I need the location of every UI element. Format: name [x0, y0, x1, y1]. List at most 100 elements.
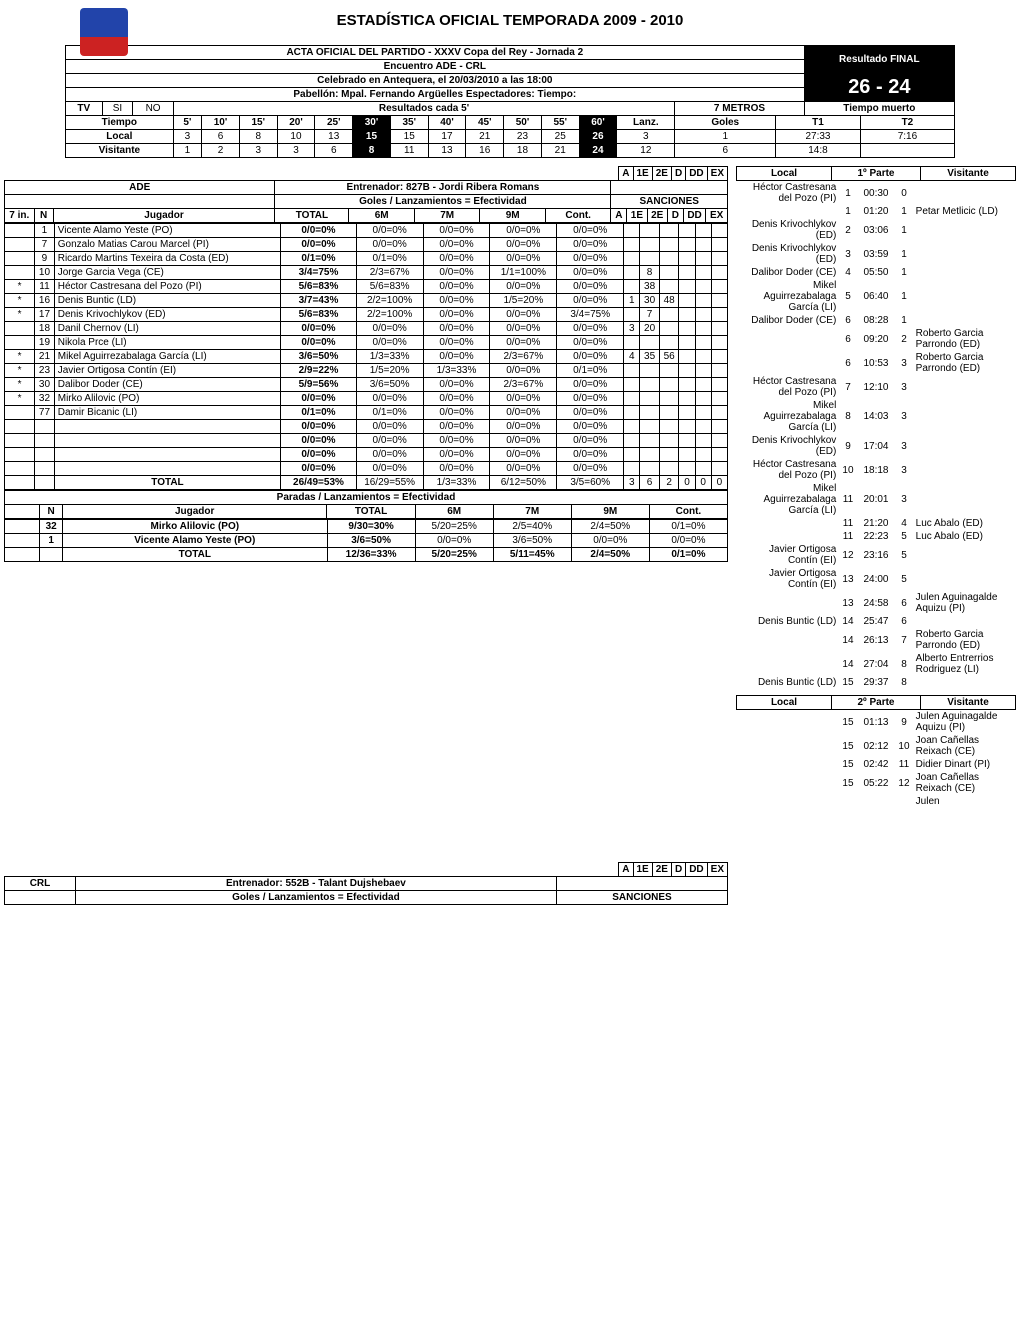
goal-log-1: Héctor Castresana del Pozo (PI)100:30010… — [736, 181, 1016, 689]
goal-row: Denis Krivochlykov (ED)303:591 — [736, 242, 1016, 266]
score-cell: 6 — [315, 144, 353, 158]
tiempo-muerto-label: Tiempo muerto — [804, 102, 954, 116]
table-row: 10Jorge Garcia Vega (CE)3/4=75%2/3=67%0/… — [5, 266, 728, 280]
local-row-label: Local — [66, 130, 174, 144]
time-col: 35' — [390, 116, 428, 130]
goal-row: Héctor Castresana del Pozo (PI)100:300 — [736, 181, 1016, 205]
ade-header: ADE Entrenador: 827B - Jordi Ribera Roma… — [4, 180, 728, 223]
score-cell: 16 — [466, 144, 504, 158]
table-row: 0/0=0%0/0=0%0/0=0%0/0=0%0/0=0% — [5, 420, 728, 434]
acta-line: ACTA OFICIAL DEL PARTIDO - XXXV Copa del… — [66, 46, 805, 60]
ade-paradas-header: Paradas / Lanzamientos = Efectividad N J… — [4, 490, 728, 519]
t2-label: T2 — [860, 116, 954, 130]
goal-row: Mikel Aguirrezabalaga García (LI)814:033 — [736, 399, 1016, 434]
time-col: 20' — [277, 116, 315, 130]
page-title: ESTADÍSTICA OFICIAL TEMPORADA 2009 - 201… — [4, 12, 1016, 29]
col-total: TOTAL — [275, 209, 349, 223]
goles-label: Goles — [675, 116, 776, 130]
pabellon: Pabellón: Mpal. Fernando Argüelles Espec… — [66, 88, 805, 102]
table-row: *30Dalibor Doder (CE)5/9=56%3/6=50%0/0=0… — [5, 378, 728, 392]
table-row: 9Ricardo Martins Texeira da Costa (ED)0/… — [5, 252, 728, 266]
goal-row: Héctor Castresana del Pozo (PI)712:103 — [736, 375, 1016, 399]
table-row: *23Javier Ortigosa Contín (EI)2/9=22%1/5… — [5, 364, 728, 378]
ade-player-table: 1Vicente Alamo Yeste (PO)0/0=0%0/0=0%0/0… — [4, 223, 728, 490]
goal-row: Julen — [736, 795, 1016, 808]
goal-row: 101:201Petar Metlicic (LD) — [736, 205, 1016, 218]
score-cell: 15 — [353, 130, 391, 144]
time-col: 45' — [466, 116, 504, 130]
score-cell: 6 — [202, 130, 240, 144]
time-col: 5' — [173, 116, 201, 130]
time-col: 25' — [315, 116, 353, 130]
resultado-label: Resultado FINAL — [804, 46, 954, 74]
score-cell: 17 — [428, 130, 466, 144]
crl-sanc-header: A1E2EDDDEX — [618, 862, 728, 877]
table-row: 0/0=0%0/0=0%0/0=0%0/0=0%0/0=0% — [5, 448, 728, 462]
goal-row: Javier Ortigosa Contín (EI)1223:165 — [736, 543, 1016, 567]
time-col: 50' — [504, 116, 542, 130]
table-row: 18Danil Chernov (LI)0/0=0%0/0=0%0/0=0%0/… — [5, 322, 728, 336]
table-row: 0/0=0%0/0=0%0/0=0%0/0=0%0/0=0% — [5, 434, 728, 448]
goal-row: 1426:137Roberto Garcia Parrondo (ED) — [736, 628, 1016, 652]
score-cell: 3 — [173, 130, 201, 144]
time-col: 60' — [579, 116, 617, 130]
metros7-label: 7 METROS — [675, 102, 804, 116]
table-row: 1Vicente Alamo Yeste (PO)3/6=50%0/0=0%3/… — [5, 534, 728, 548]
ade-entrenador: Entrenador: 827B - Jordi Ribera Romans — [275, 181, 611, 195]
ade-goalie-table: 32Mirko Alilovic (PO)9/30=30%5/20=25%2/5… — [4, 519, 728, 562]
time-col: 40' — [428, 116, 466, 130]
crl-header: CRL Entrenador: 552B - Talant Dujshebaev… — [4, 876, 728, 905]
goal-row: 1501:139Julen Aguinagalde Aquizu (PI) — [736, 710, 1016, 734]
tv-no: NO — [133, 102, 173, 116]
score-cell: 2 — [202, 144, 240, 158]
score-cell: 11 — [390, 144, 428, 158]
goal-log-1-header: Local 1º Parte Visitante — [736, 166, 1016, 181]
table-row: *21Mikel Aguirrezabalaga García (LI)3/6=… — [5, 350, 728, 364]
table-row: 7Gonzalo Matias Carou Marcel (PI)0/0=0%0… — [5, 238, 728, 252]
table-row: *17Denis Krivochlykov (ED)5/6=83%2/2=100… — [5, 308, 728, 322]
goal-row: Denis Buntic (LD)1529:378 — [736, 676, 1016, 689]
ade-sanc-header: A1E2EDDDEX — [618, 166, 728, 181]
score-cell: 25 — [541, 130, 579, 144]
score-cell: 21 — [541, 144, 579, 158]
table-row: 77Damir Bicanic (LI)0/1=0%0/1=0%0/0=0%0/… — [5, 406, 728, 420]
score-cell: 8 — [239, 130, 277, 144]
table-row: 1Vicente Alamo Yeste (PO)0/0=0%0/0=0%0/0… — [5, 224, 728, 238]
time-col: 30' — [353, 116, 391, 130]
goal-log-2: 1501:139Julen Aguinagalde Aquizu (PI) 150… — [736, 710, 1016, 808]
tv-si: SI — [102, 102, 133, 116]
goal-row: 609:202Roberto Garcia Parrondo (ED) — [736, 327, 1016, 351]
score-cell: 10 — [277, 130, 315, 144]
score-cell: 21 — [466, 130, 504, 144]
goal-row: Héctor Castresana del Pozo (PI)1018:183 — [736, 458, 1016, 482]
t1-label: T1 — [776, 116, 861, 130]
encuentro: Encuentro ADE - CRL — [66, 60, 805, 74]
crl-entrenador: Entrenador: 552B - Talant Dujshebaev — [75, 877, 556, 891]
score-cell: 3 — [277, 144, 315, 158]
score-cell: 1 — [173, 144, 201, 158]
score: 26 - 24 — [804, 74, 954, 102]
time-col: 10' — [202, 116, 240, 130]
tiempo-label: Tiempo — [66, 116, 174, 130]
score-cell: 23 — [504, 130, 542, 144]
paradas-label: Paradas / Lanzamientos = Efectividad — [5, 491, 728, 505]
lanz-label: Lanz. — [617, 116, 675, 130]
score-cell: 26 — [579, 130, 617, 144]
tv-label: TV — [66, 102, 103, 116]
table-row: *32Mirko Alilovic (PO)0/0=0%0/0=0%0/0=0%… — [5, 392, 728, 406]
time-col: 55' — [541, 116, 579, 130]
match-info-table: ACTA OFICIAL DEL PARTIDO - XXXV Copa del… — [65, 45, 955, 158]
goal-row: Denis Krivochlykov (ED)203:061 — [736, 218, 1016, 242]
sanciones-label: SANCIONES — [611, 195, 728, 209]
goal-row: 1324:586Julen Aguinagalde Aquizu (PI) — [736, 591, 1016, 615]
total-row: TOTAL26/49=53%16/29=55%1/3=33%6/12=50%3/… — [5, 476, 728, 490]
goal-row: 1502:4211Didier Dinart (PI) — [736, 758, 1016, 771]
goal-row: Dalibor Doder (CE)405:501 — [736, 266, 1016, 279]
col-jugador: Jugador — [53, 209, 275, 223]
goal-row: 1505:2212Joan Cañellas Reixach (CE) — [736, 771, 1016, 795]
visitante-row-label: Visitante — [66, 144, 174, 158]
goal-row: Denis Krivochlykov (ED)917:043 — [736, 434, 1016, 458]
score-cell: 18 — [504, 144, 542, 158]
goal-row: 1427:048Alberto Entrerrios Rodriguez (LI… — [736, 652, 1016, 676]
table-row: *16Denis Buntic (LD)3/7=43%2/2=100%0/0=0… — [5, 294, 728, 308]
